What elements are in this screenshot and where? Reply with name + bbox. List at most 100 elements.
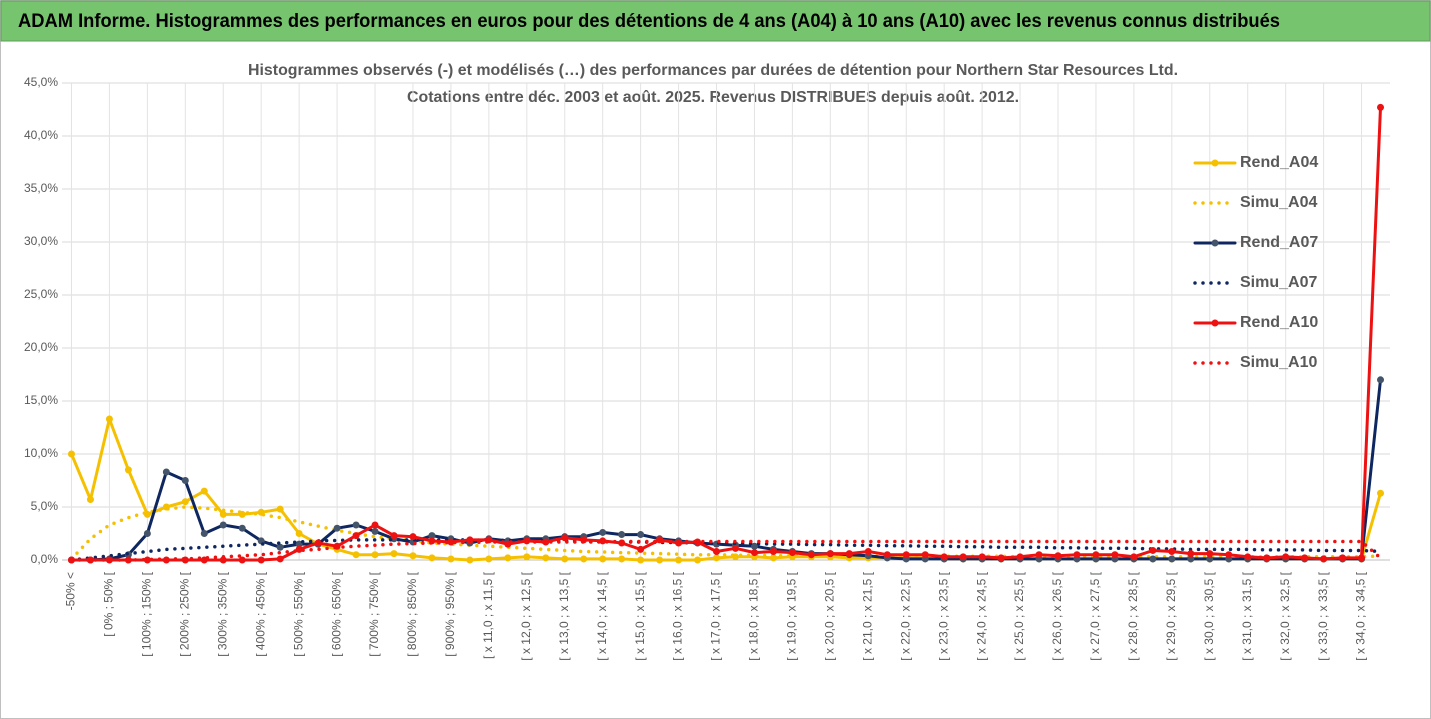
legend-label: Simu_A04 <box>1240 194 1317 211</box>
series-marker <box>1377 489 1385 497</box>
series-marker <box>978 553 986 561</box>
x-tick-label: [ x 18,0 ; x 18,5 [ <box>747 571 761 660</box>
series-marker <box>713 554 721 562</box>
x-tick-label: [ 300% ; 350% [ <box>215 571 229 656</box>
series-marker <box>523 553 531 561</box>
x-tick-label: [ x 11,0 ; x 11,5 [ <box>481 571 495 659</box>
series-marker <box>143 530 151 537</box>
x-tick-label: -50% < <box>64 572 78 610</box>
series-marker <box>181 477 189 484</box>
series-marker <box>504 554 512 562</box>
series-marker <box>219 556 227 564</box>
x-tick-label: [ x 20,0 ; x 20,5 [ <box>823 571 837 660</box>
series-marker <box>864 548 872 556</box>
x-tick-label: [ x 31,0 ; x 31,5 [ <box>1240 571 1254 660</box>
series-marker <box>599 537 607 545</box>
series-line <box>69 538 1383 562</box>
x-tick-label: [ 100% ; 150% [ <box>140 571 154 656</box>
x-tick-label: [ x 26,0 ; x 26,5 [ <box>1050 571 1064 660</box>
x-tick-label: [ x 28,0 ; x 28,5 [ <box>1126 571 1140 660</box>
series-marker <box>162 468 170 476</box>
x-tick-label: [ 700% ; 750% [ <box>367 571 381 656</box>
series-marker <box>1149 555 1157 563</box>
series-marker <box>1073 551 1081 559</box>
x-tick-label: [ 900% ; 950% [ <box>443 571 457 656</box>
series-marker <box>428 532 436 540</box>
legend-label: Rend_A10 <box>1240 314 1318 331</box>
chart-subtitle: Histogrammes observés (-) et modélisés (… <box>248 62 1178 79</box>
legend-marker <box>1211 319 1219 327</box>
x-tick-label: [ x 21,0 ; x 21,5 [ <box>860 571 874 660</box>
x-tick-label: [ x 34,0 ; x 34,5 [ <box>1354 571 1368 660</box>
series-marker <box>276 543 284 551</box>
series-marker <box>447 538 455 546</box>
series-marker <box>1377 103 1385 111</box>
series-marker <box>750 542 758 550</box>
series-line <box>69 539 1383 562</box>
x-tick-label: [ 800% ; 850% [ <box>405 571 419 656</box>
series-marker <box>181 498 189 506</box>
y-tick-label: 35,0% <box>24 181 58 195</box>
series-marker <box>86 496 94 504</box>
series-marker <box>637 556 645 564</box>
legend-box <box>1180 142 1345 387</box>
series-marker <box>599 528 607 536</box>
series-marker <box>694 556 702 564</box>
series-marker <box>276 555 284 563</box>
chart-subtitle: Cotations entre déc. 2003 et août. 2025.… <box>407 89 1019 106</box>
x-tick-label: [ x 25,0 ; x 25,5 [ <box>1012 571 1026 660</box>
series-marker <box>997 554 1005 562</box>
x-tick-label: [ 400% ; 450% [ <box>253 571 267 656</box>
series-marker <box>409 533 417 541</box>
title-bar <box>0 0 1431 42</box>
x-tick-label: [ x 33,0 ; x 33,5 [ <box>1316 571 1330 660</box>
series-marker <box>390 550 398 558</box>
y-tick-label: 5,0% <box>31 499 59 513</box>
y-tick-label: 20,0% <box>24 340 58 354</box>
series-marker <box>409 552 417 560</box>
series-marker <box>1358 554 1366 562</box>
series-marker <box>1339 554 1347 562</box>
series-marker <box>124 466 132 474</box>
series-marker <box>1035 551 1043 559</box>
series-marker <box>295 540 303 548</box>
y-tick-label: 15,0% <box>24 393 58 407</box>
chart-title: ADAM Informe. Histogrammes des performan… <box>18 11 1280 32</box>
series-marker <box>333 524 341 532</box>
series-marker <box>675 556 683 564</box>
x-tick-label: [ x 24,0 ; x 24,5 [ <box>974 571 988 660</box>
x-tick-label: [ 500% ; 550% [ <box>291 571 305 656</box>
legend-label: Simu_A07 <box>1240 274 1317 291</box>
series-marker <box>1206 555 1214 563</box>
series-marker <box>1282 553 1290 561</box>
x-tick-label: [ x 15,0 ; x 15,5 [ <box>633 571 647 660</box>
series-marker <box>845 550 853 558</box>
series-marker <box>447 555 455 563</box>
y-tick-label: 0,0% <box>31 552 59 566</box>
series-marker <box>1168 548 1176 556</box>
series-marker <box>1149 546 1157 554</box>
series-marker <box>219 510 227 518</box>
series-marker <box>807 551 815 559</box>
series-marker <box>143 556 151 564</box>
series-marker <box>257 556 265 564</box>
series-marker <box>826 550 834 558</box>
series-marker <box>314 539 322 547</box>
series-marker <box>921 551 929 559</box>
series-marker <box>485 555 493 563</box>
series-marker <box>200 530 208 537</box>
series-marker <box>731 544 739 552</box>
series-marker <box>1187 550 1195 558</box>
series-marker <box>238 524 246 532</box>
x-tick-label: [ x 12,0 ; x 12,5 [ <box>519 571 533 660</box>
series-marker <box>902 551 910 559</box>
series-marker <box>466 556 474 564</box>
series-marker <box>1320 555 1328 563</box>
series-marker <box>67 450 75 458</box>
x-tick-label: [ x 17,0 ; x 17,5 [ <box>709 571 723 660</box>
x-tick-label: [ x 27,0 ; x 27,5 [ <box>1088 571 1102 660</box>
series-marker <box>788 549 796 557</box>
series-marker <box>1225 551 1233 559</box>
